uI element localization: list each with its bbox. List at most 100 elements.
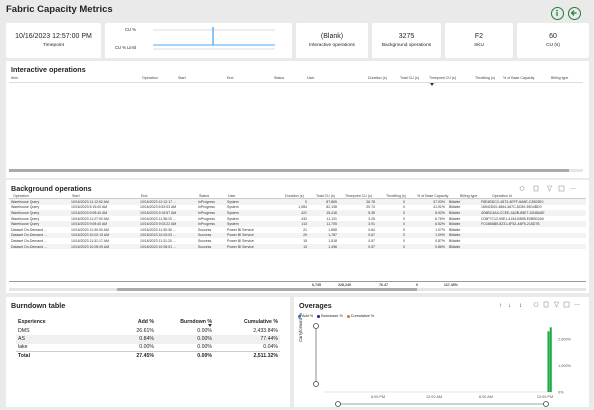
col-operation[interactable]: Operation: [142, 76, 158, 80]
drill-up-icon: ↑: [499, 303, 502, 309]
legend-item-cumulative[interactable]: Cumulative %: [346, 314, 374, 318]
sort-desc-icon: [430, 83, 434, 86]
table-row[interactable]: Warehouse Query 10/16/2023 9:08:40 AM 10/1…: [9, 210, 586, 216]
sku-card: F2 SKU: [445, 23, 513, 58]
bd-col-experience[interactable]: Experience: [18, 319, 46, 325]
cu-mini-chart-card: CU % CU % Limit: [105, 23, 292, 58]
interactive-operations-title: Interactive operations: [11, 65, 86, 74]
copy-icon: [533, 185, 539, 192]
overage-bar[interactable]: [549, 327, 552, 392]
bd-col-burndown[interactable]: Burndown %: [180, 319, 212, 325]
col-duration[interactable]: Duration (s): [368, 76, 387, 80]
y-zoom-slider-handle-bottom[interactable]: [313, 381, 319, 387]
overages-chart: 2,000% 1,000% 0% 6:00 PM 12:00 AM 6:00 AM 12:…: [313, 323, 572, 407]
sku-value: F2: [474, 33, 484, 40]
filter-icon: [553, 301, 560, 308]
col-throttling[interactable]: Throttling (s): [475, 76, 496, 80]
cu-seconds-value: 60: [549, 33, 557, 40]
back-arrow-icon[interactable]: [568, 7, 581, 20]
overages-legend: Add % Burndown % Cumulative %: [298, 314, 374, 318]
bg-col-billing-type[interactable]: Billing type: [460, 194, 478, 198]
col-timepoint-cu[interactable]: Timepoint CU (s): [429, 76, 457, 80]
info-icon[interactable]: [551, 7, 564, 20]
x-tick-label: 6:00 AM: [479, 395, 493, 399]
table-row[interactable]: Dataset On-Demand ... 10/16/2023 10:02:13…: [9, 232, 586, 239]
bg-col-total-cu[interactable]: Total CU (s): [316, 194, 335, 198]
col-status[interactable]: Status: [274, 76, 285, 80]
col-start[interactable]: Start: [178, 76, 186, 80]
table-row[interactable]: Warehouse Query 10/16/2023 11:12:52 AM 10/…: [9, 199, 586, 205]
table-row[interactable]: Warehouse Query 10/16/2023 9:08:40 AM 10/1…: [9, 221, 586, 227]
timepoint-card: 10/16/2023 12:57:00 PM Timepoint: [6, 23, 101, 58]
pin-icon: [519, 186, 525, 191]
bg-col-start[interactable]: Start: [72, 194, 80, 198]
legend-item-burndown[interactable]: Burndown %: [317, 314, 343, 318]
bg-col-status[interactable]: Status: [199, 194, 210, 198]
drill-down-icon: ↓: [508, 303, 511, 309]
table-row[interactable]: Dataset On-Demand ... 10/16/2023 10:05:05…: [9, 243, 586, 250]
cu-limit-label: CU % Limit: [115, 45, 136, 50]
cu-label: CU %: [125, 27, 136, 32]
table-row: DMS 26.61% 0.00% 2,433.84%: [18, 328, 278, 335]
x-tick-label: 12:00 AM: [426, 395, 442, 399]
col-billing-type[interactable]: Billing type: [551, 76, 569, 80]
background-table-header: Operation Start End Status User Duration…: [9, 193, 586, 199]
filter-icon: [546, 185, 553, 192]
page-title: Fabric Capacity Metrics: [6, 4, 113, 15]
table-row[interactable]: Warehouse Query 10/16/2023 11:27:00 AM 10/…: [11, 216, 544, 221]
col-end[interactable]: End: [227, 76, 234, 80]
table-row[interactable]: Dataset On-Demand ... 10/16/2023 11:30:00…: [11, 227, 461, 232]
bg-col-duration[interactable]: Duration (s): [285, 194, 304, 198]
bg-col-base-capacity[interactable]: % of Base Capacity: [417, 194, 449, 198]
copy-icon: [543, 301, 549, 308]
visual-header-toolbar: [519, 185, 576, 192]
burndown-total-row: Total 27.45% 0.00% 2,511.32%: [16, 351, 280, 361]
background-operations-table: Warehouse Query 10/16/2023 11:12:52 AM 10/…: [9, 199, 586, 250]
overage-bar[interactable]: [547, 331, 550, 392]
background-operations-card: 3275 Background operations: [372, 23, 441, 58]
focus-mode-icon: [558, 185, 565, 192]
burndown-table: Experience Add % Burndown % Cumulative %…: [16, 317, 280, 361]
total-duration: 6,745: [312, 283, 321, 287]
table-row[interactable]: Warehouse Query 10/16/2023 5:15:00 AM 10/1…: [11, 205, 542, 210]
background-totals-row: 6,745 228,240 76.47 0 127.45%: [9, 281, 586, 287]
bg-col-user[interactable]: User: [228, 194, 236, 198]
table-row: lake 0.00% 0.00% 0.04%: [18, 344, 278, 351]
burndown-title: Burndown table: [11, 301, 66, 310]
x-tick-label: 12:00 PM: [537, 395, 553, 399]
bg-col-throttling[interactable]: Throttling (s): [386, 194, 407, 198]
x-tick-label: 6:00 PM: [371, 395, 385, 399]
interactive-table-header: Item Operation Start End Status User Dur…: [9, 75, 583, 83]
overages-panel: Overages: [294, 297, 589, 407]
interactive-horizontal-scrollbar[interactable]: [9, 169, 583, 172]
bg-col-operation[interactable]: Operation: [13, 194, 29, 198]
sku-label: SKU: [474, 43, 484, 48]
overages-toolbar: ↑ ↓ ↕: [499, 301, 580, 309]
total-throttling: 0: [416, 283, 418, 287]
background-horizontal-scrollbar[interactable]: [9, 288, 586, 291]
y-tick-label: 0%: [558, 391, 564, 395]
more-options-icon: [570, 188, 576, 189]
table-row[interactable]: Dataset On-Demand ... 10/16/2023 11:31:17…: [11, 238, 461, 243]
col-item[interactable]: Item: [11, 76, 18, 80]
x-zoom-slider-handle-left[interactable]: [335, 401, 341, 407]
x-zoom-slider-handle-right[interactable]: [543, 401, 549, 407]
bd-col-add[interactable]: Add %: [137, 319, 154, 325]
interactive-count: (Blank): [320, 33, 344, 40]
legend-item-add[interactable]: Add %: [298, 314, 313, 318]
bg-col-operation-id[interactable]: Operation Id: [492, 194, 512, 198]
interactive-operations-card: (Blank) Interactive operations: [296, 23, 368, 58]
table-row: AS 0.84% 0.00% 77.44%: [16, 335, 280, 344]
col-base-capacity[interactable]: % of Base Capacity: [503, 76, 535, 80]
y-zoom-slider-handle-top[interactable]: [313, 323, 319, 329]
cu-mini-chart: [153, 27, 275, 50]
background-operations-title: Background operations: [11, 184, 92, 193]
total-timepoint-cu: 76.47: [379, 283, 388, 287]
timepoint-value: 10/16/2023 12:57:00 PM: [15, 33, 92, 40]
bd-col-cumulative[interactable]: Cumulative %: [243, 319, 278, 325]
bg-col-end[interactable]: End: [141, 194, 148, 198]
col-total-cu[interactable]: Total CU (s): [400, 76, 419, 80]
col-user[interactable]: User: [307, 76, 315, 80]
focus-mode-icon: [563, 301, 570, 308]
bg-col-timepoint-cu[interactable]: Timepoint CU (s): [345, 194, 373, 198]
